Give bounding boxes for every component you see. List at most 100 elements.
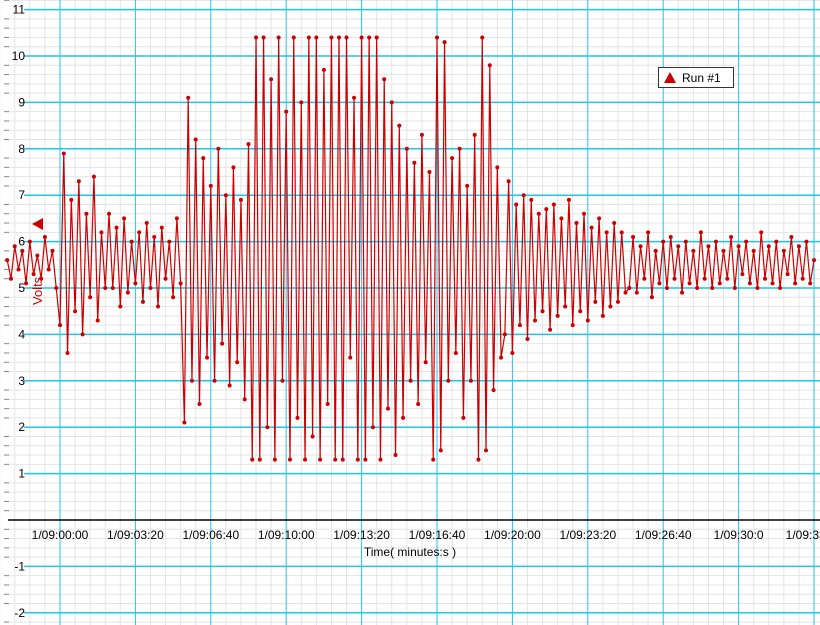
data-point [732, 286, 737, 290]
data-point [318, 457, 323, 462]
data-point [812, 258, 816, 263]
data-point [306, 35, 311, 40]
data-point [559, 216, 564, 221]
data-point [502, 332, 507, 337]
data-point [80, 332, 85, 337]
data-point [740, 272, 745, 277]
data-point [340, 457, 345, 462]
data-point [174, 216, 179, 221]
data-point [88, 295, 93, 300]
data-point [152, 234, 157, 239]
data-point [137, 230, 142, 235]
data-point [99, 230, 104, 235]
y-tick-label: 11 [13, 3, 26, 17]
data-point [649, 295, 654, 300]
data-point [800, 276, 805, 281]
data-point [487, 63, 492, 68]
x-tick-label: 1/09:00:00 [32, 528, 89, 542]
data-point [804, 239, 809, 244]
data-point [16, 267, 21, 272]
data-point [755, 286, 760, 290]
data-point [751, 248, 756, 253]
data-point [186, 95, 191, 100]
data-point [431, 457, 436, 462]
data-point [39, 276, 44, 281]
data-point [555, 313, 560, 318]
data-point [336, 35, 341, 40]
data-point [42, 234, 47, 239]
data-point [785, 272, 790, 277]
data-point [250, 457, 255, 462]
data-point [310, 434, 315, 439]
data-point [468, 378, 473, 383]
y-axis-marker-left-triangle-icon[interactable] [32, 218, 43, 230]
data-point [378, 457, 383, 462]
data-point [254, 35, 259, 40]
data-point [261, 35, 266, 40]
y-tick-label: 10 [12, 49, 26, 63]
data-point [593, 299, 598, 304]
data-point [216, 146, 221, 151]
data-point [427, 170, 432, 174]
data-point [612, 221, 617, 226]
y-tick-label: 4 [18, 327, 25, 341]
data-point [314, 35, 319, 40]
data-point [766, 244, 771, 249]
data-point [325, 402, 330, 406]
data-point [698, 230, 703, 235]
data-point [367, 35, 372, 40]
x-tick-label: 1/09:10:00 [258, 528, 315, 542]
data-point [510, 350, 515, 355]
data-point [499, 355, 504, 360]
data-point [491, 388, 496, 393]
data-point [114, 225, 119, 230]
data-point [702, 276, 707, 281]
data-point [118, 304, 123, 309]
data-point [27, 239, 32, 244]
data-point [744, 239, 749, 244]
data-point [653, 248, 658, 253]
data-point [220, 341, 225, 346]
y-tick-label: 9 [18, 95, 25, 109]
data-point [623, 290, 628, 295]
data-point [352, 95, 357, 100]
data-point [695, 286, 700, 290]
y-tick-label: 6 [18, 235, 25, 249]
data-point [73, 309, 78, 314]
data-point [84, 211, 89, 216]
data-point [76, 179, 81, 184]
legend-series-name: Run #1 [682, 70, 721, 85]
data-point [446, 378, 451, 383]
data-point [12, 244, 17, 249]
series-run-1 [5, 35, 816, 462]
x-tick-labels: 1/09:00:00 1/09:03:20 1/09:06:40 1/09:10:00… [32, 528, 820, 542]
data-point [31, 272, 36, 277]
data-point [148, 286, 153, 290]
data-point [276, 35, 281, 40]
data-point [680, 290, 685, 295]
data-point [717, 281, 722, 286]
data-point [103, 286, 108, 290]
data-point [95, 318, 100, 323]
data-point [8, 276, 13, 281]
data-point [193, 137, 198, 142]
y-tick-label: 2 [18, 420, 25, 434]
data-point [525, 337, 530, 342]
data-point [725, 276, 730, 281]
y-tick-label: 8 [18, 142, 25, 156]
legend[interactable]: Run #1 [658, 67, 734, 88]
data-point [710, 286, 715, 290]
y-tick-label: -2 [14, 606, 25, 620]
data-point [355, 457, 360, 462]
data-point [208, 183, 213, 188]
triangle-marker-icon [664, 72, 676, 83]
data-point [133, 281, 138, 286]
data-point [578, 309, 583, 314]
data-point [171, 295, 176, 300]
data-point [178, 281, 183, 286]
data-point [585, 318, 590, 323]
data-point [687, 281, 692, 286]
data-point [156, 304, 161, 309]
data-point [747, 281, 752, 286]
data-point [257, 457, 262, 462]
